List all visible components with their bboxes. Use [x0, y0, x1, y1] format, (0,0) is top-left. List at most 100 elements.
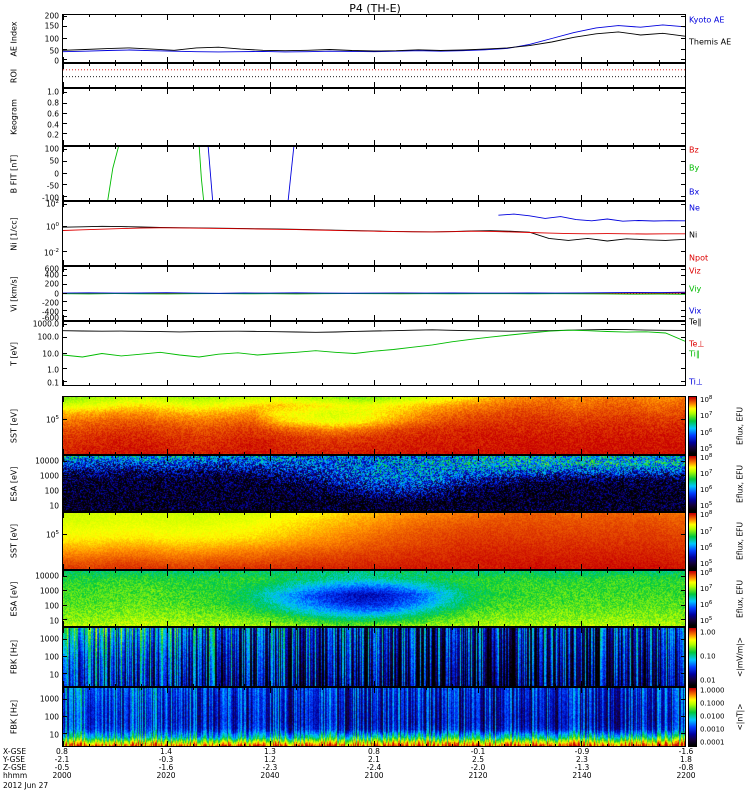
x-tick-mark — [218, 89, 220, 91]
x-tick-mark — [399, 567, 401, 569]
x-tick-mark — [348, 64, 350, 66]
x-tick-mark — [425, 567, 427, 569]
x-tick-mark — [451, 322, 453, 324]
y-tick-label: 200 — [44, 279, 59, 289]
y-tick-mark — [681, 604, 685, 606]
x-tick-mark — [270, 449, 272, 454]
x-tick-mark — [555, 64, 557, 66]
x-tick-mark — [659, 202, 661, 204]
x-tick-mark — [140, 509, 142, 511]
x-tick-mark — [63, 449, 64, 454]
x-tick-mark — [425, 624, 427, 626]
x-tick-mark — [503, 744, 505, 746]
x-tick-mark — [607, 89, 609, 91]
x-tick-mark — [477, 513, 479, 518]
x-tick-mark — [425, 263, 427, 265]
x-tick-mark — [218, 744, 220, 746]
legend-viy: Viy — [689, 284, 702, 294]
time-tick-label: 2200 — [676, 771, 696, 780]
y-tick-mark — [681, 37, 685, 39]
x-tick-mark — [192, 147, 194, 149]
x-tick-mark — [685, 681, 686, 686]
y-tick-label: 10 — [49, 615, 59, 625]
x-tick-mark — [529, 571, 531, 573]
x-tick-mark — [425, 452, 427, 454]
y-tick-label: 150 — [44, 21, 59, 31]
x-tick-mark — [581, 628, 583, 633]
y-tick-mark — [681, 368, 685, 370]
x-tick-mark — [529, 15, 531, 17]
x-tick-mark — [633, 198, 635, 200]
x-tick-mark — [503, 688, 505, 690]
x-tick-mark — [296, 567, 298, 569]
x-tick-mark — [192, 15, 194, 17]
x-tick-mark — [140, 64, 142, 66]
x-tick-mark — [270, 147, 272, 152]
x-tick-mark — [322, 322, 324, 324]
x-tick-mark — [685, 571, 686, 576]
x-tick-mark — [503, 198, 505, 200]
x-tick-mark — [607, 628, 609, 630]
x-tick-mark — [685, 195, 686, 200]
legend-ti-perp: Ti⊥ — [689, 377, 703, 387]
y-tick-label: 200 — [44, 11, 59, 21]
y-tick-mark — [681, 251, 685, 253]
x-tick-mark — [477, 195, 479, 200]
y-tick-label: 102 — [45, 199, 59, 209]
x-var-value: -0.3 — [158, 755, 174, 764]
colorbar-tick-label: 106 — [700, 427, 713, 437]
x-tick-mark — [348, 322, 350, 324]
x-tick-mark — [374, 147, 375, 152]
fbk-e-y-axis: FBK [Hz] 1000 100 10 — [0, 627, 62, 687]
x-tick-mark — [218, 322, 220, 324]
x-tick-mark — [244, 64, 246, 66]
x-tick-mark — [114, 198, 116, 200]
x-tick-mark — [581, 202, 583, 207]
x-tick-mark — [685, 628, 686, 633]
x-tick-mark — [529, 202, 531, 204]
x-var-value: -2.0 — [470, 763, 486, 772]
fbk-b-y-axis: FBK [Hz] 1000 100 10 — [0, 687, 62, 747]
x-tick-mark — [140, 397, 142, 399]
x-tick-mark — [348, 147, 350, 149]
esa-ion-colorbar: 108 107 106 105 Eflux, EFU — [687, 453, 750, 512]
x-tick-mark — [322, 628, 324, 630]
colorbar-tick-label: 1.00 — [700, 628, 716, 637]
x-tick-mark — [503, 456, 505, 458]
x-tick-mark — [218, 263, 220, 265]
x-tick-mark — [451, 688, 453, 690]
x-tick-mark — [218, 267, 220, 269]
legend-ne: Ne — [689, 203, 700, 213]
y-tick-label: 10 — [49, 730, 59, 740]
y-tick-label: 100 — [44, 712, 59, 722]
x-tick-mark — [529, 397, 531, 399]
x-tick-mark — [607, 744, 609, 746]
x-tick-mark — [192, 628, 194, 630]
x-tick-mark — [555, 624, 557, 626]
x-tick-mark — [88, 318, 90, 320]
y-tick-label: -600 — [41, 313, 59, 323]
x-tick-mark — [166, 380, 168, 385]
x-tick-mark — [88, 198, 90, 200]
x-tick-mark — [322, 60, 324, 62]
x-var-value: -2.4 — [366, 763, 382, 772]
x-tick-mark — [607, 202, 609, 204]
x-tick-mark — [63, 628, 64, 633]
x-var-value: 0.8 — [56, 747, 68, 756]
y-tick-mark — [681, 656, 685, 657]
x-tick-mark — [348, 567, 350, 569]
y-tick-mark — [681, 310, 685, 312]
sst-electron-colorbar: 108 107 106 105 Eflux, EFU — [687, 511, 750, 570]
x-tick-mark — [607, 452, 609, 454]
colorbar-tick-label: 105 — [700, 501, 713, 511]
x-tick-mark — [244, 684, 246, 686]
x-tick-mark — [322, 147, 324, 149]
x-tick-mark — [322, 624, 324, 626]
panel-fbk-e: FBK [Hz] 1000 100 10 1.00 0.10 0.01 <|mV/m|> — [0, 627, 750, 687]
x-tick-mark — [322, 64, 324, 66]
x-tick-mark — [425, 322, 427, 324]
bfit-legend: Bz By Bx — [687, 145, 750, 201]
x-tick-mark — [581, 315, 583, 320]
x-tick-mark — [192, 456, 194, 458]
